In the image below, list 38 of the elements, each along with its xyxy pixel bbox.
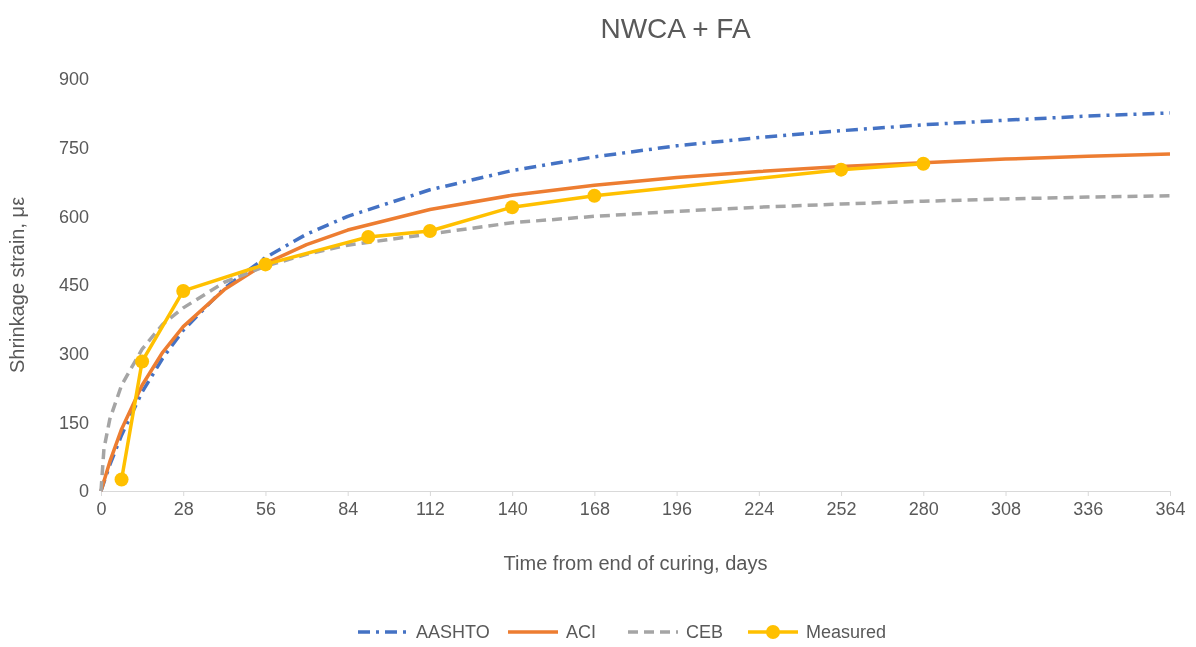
legend-label: AASHTO bbox=[416, 622, 490, 643]
x-tick-label: 112 bbox=[416, 499, 445, 520]
legend-label: CEB bbox=[686, 622, 724, 643]
x-tick-label: 308 bbox=[991, 499, 1022, 520]
point bbox=[114, 472, 129, 487]
x-tick-label: 84 bbox=[338, 499, 359, 520]
point bbox=[422, 223, 437, 238]
legend-label: Measured bbox=[806, 622, 887, 643]
point bbox=[135, 354, 150, 369]
x-tick-label: 336 bbox=[1073, 499, 1104, 520]
x-tick-label: 224 bbox=[744, 499, 775, 520]
point bbox=[258, 257, 273, 272]
y-tick-label: 600 bbox=[58, 206, 89, 227]
point bbox=[834, 162, 849, 177]
x-tick-label: 252 bbox=[826, 499, 857, 520]
y-tick-label: 450 bbox=[58, 275, 89, 296]
point bbox=[587, 188, 602, 203]
point bbox=[505, 200, 520, 215]
y-tick-label: 900 bbox=[58, 69, 89, 90]
x-tick-label: 280 bbox=[908, 499, 939, 520]
y-tick-label: 0 bbox=[78, 481, 89, 502]
x-tick-label: 28 bbox=[173, 499, 194, 520]
y-tick-label: 300 bbox=[58, 343, 89, 364]
x-tick-label: 140 bbox=[497, 499, 528, 520]
point bbox=[361, 229, 376, 244]
x-tick-label: 364 bbox=[1155, 499, 1186, 520]
point bbox=[176, 283, 191, 298]
x-axis-title: Time from end of curing, days bbox=[503, 552, 768, 574]
chart-title: NWCA + FA bbox=[600, 13, 751, 44]
y-tick-label: 150 bbox=[58, 412, 89, 433]
x-tick-label: 0 bbox=[96, 499, 107, 520]
y-tick-label: 750 bbox=[58, 137, 89, 158]
x-tick-label: 196 bbox=[662, 499, 693, 520]
point bbox=[916, 156, 931, 171]
y-axis-title: Shrinkage strain, με bbox=[6, 196, 28, 374]
x-tick-label: 168 bbox=[579, 499, 610, 520]
legend-label: ACI bbox=[566, 622, 597, 643]
x-tick-label: 56 bbox=[255, 499, 276, 520]
